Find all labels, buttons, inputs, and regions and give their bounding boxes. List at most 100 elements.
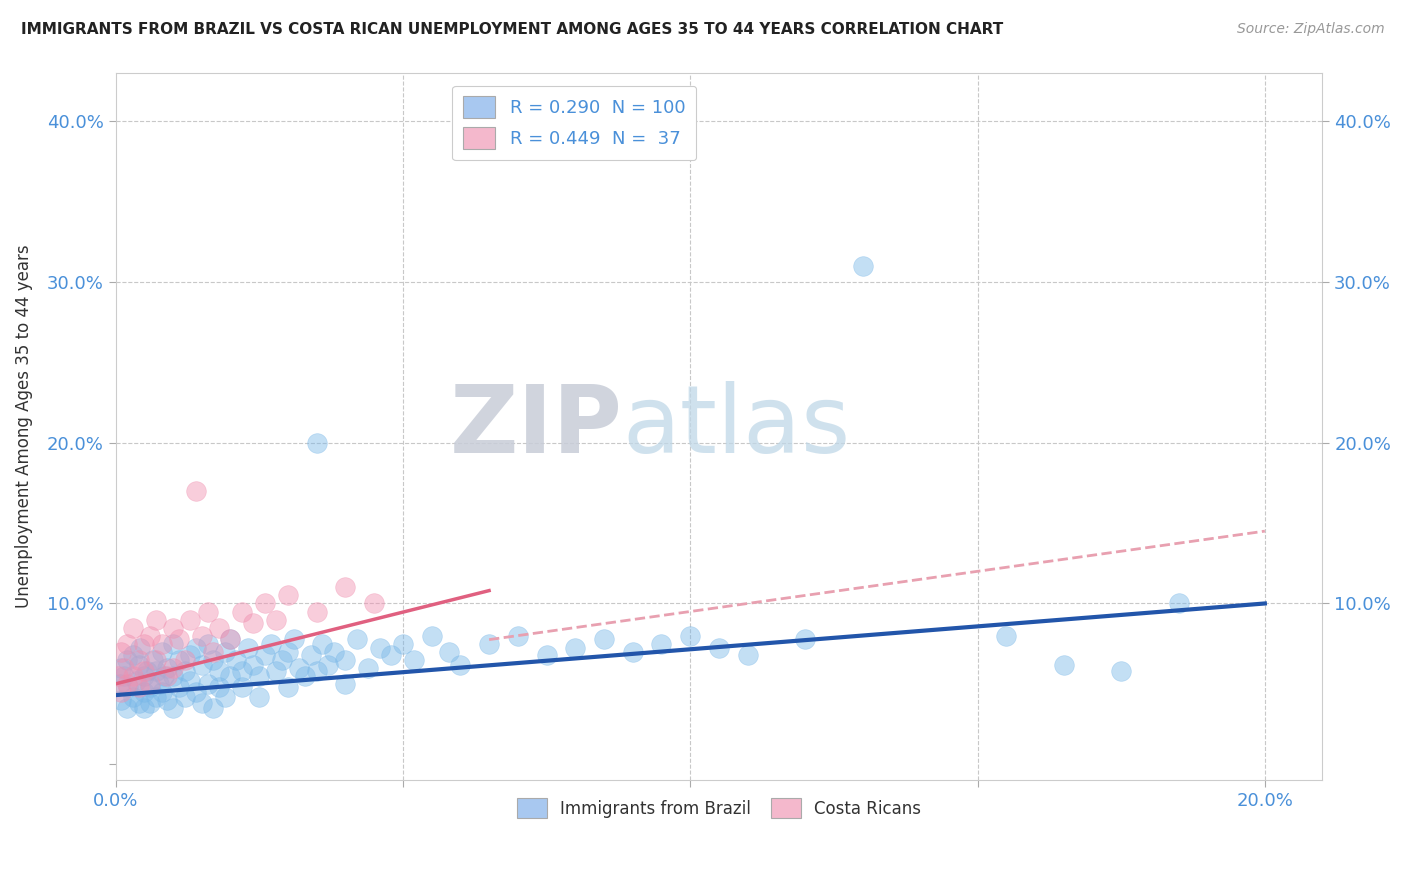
Point <box>145 664 167 678</box>
Point <box>139 677 162 691</box>
Point <box>392 637 415 651</box>
Point <box>420 629 443 643</box>
Point <box>107 669 129 683</box>
Point <box>277 645 299 659</box>
Point <box>506 629 529 643</box>
Point <box>142 653 165 667</box>
Point <box>247 690 270 704</box>
Point <box>156 661 179 675</box>
Text: atlas: atlas <box>623 381 851 473</box>
Point <box>145 690 167 704</box>
Point <box>117 680 139 694</box>
Point <box>121 669 143 683</box>
Point <box>253 597 276 611</box>
Point <box>219 632 242 646</box>
Point <box>134 701 156 715</box>
Point <box>316 657 339 672</box>
Point <box>167 680 190 694</box>
Point <box>128 641 150 656</box>
Point <box>121 648 143 662</box>
Point <box>253 648 276 662</box>
Point <box>564 641 586 656</box>
Point <box>191 629 214 643</box>
Point <box>179 648 201 662</box>
Point <box>380 648 402 662</box>
Point <box>283 632 305 646</box>
Point <box>112 661 135 675</box>
Point <box>134 685 156 699</box>
Text: ZIP: ZIP <box>450 381 623 473</box>
Point <box>145 613 167 627</box>
Point <box>202 701 225 715</box>
Point <box>202 653 225 667</box>
Point <box>112 669 135 683</box>
Point <box>115 653 138 667</box>
Point <box>197 677 219 691</box>
Point <box>148 677 170 691</box>
Point <box>335 677 357 691</box>
Point <box>150 637 173 651</box>
Point <box>115 677 138 691</box>
Point <box>449 657 471 672</box>
Point <box>323 645 346 659</box>
Point <box>156 693 179 707</box>
Point <box>1167 597 1189 611</box>
Point <box>184 685 207 699</box>
Point <box>208 621 231 635</box>
Point <box>197 637 219 651</box>
Point <box>197 605 219 619</box>
Point <box>225 653 247 667</box>
Point <box>266 613 288 627</box>
Point <box>536 648 558 662</box>
Point <box>162 637 184 651</box>
Point <box>214 690 236 704</box>
Point <box>299 648 322 662</box>
Point <box>266 664 288 678</box>
Point <box>150 685 173 699</box>
Point <box>242 657 264 672</box>
Point <box>184 483 207 498</box>
Point <box>139 680 162 694</box>
Point <box>167 632 190 646</box>
Point <box>208 680 231 694</box>
Point <box>621 645 644 659</box>
Text: Source: ZipAtlas.com: Source: ZipAtlas.com <box>1237 22 1385 37</box>
Point <box>794 632 817 646</box>
Point <box>128 696 150 710</box>
Point <box>478 637 501 651</box>
Point <box>231 664 253 678</box>
Point <box>173 653 195 667</box>
Point <box>363 597 385 611</box>
Point <box>191 657 214 672</box>
Point <box>236 641 259 656</box>
Point <box>305 435 328 450</box>
Point <box>128 680 150 694</box>
Point <box>162 701 184 715</box>
Point <box>247 669 270 683</box>
Point <box>162 669 184 683</box>
Point <box>288 661 311 675</box>
Point <box>173 664 195 678</box>
Point <box>208 664 231 678</box>
Point <box>108 677 131 691</box>
Point <box>995 629 1018 643</box>
Point <box>231 680 253 694</box>
Legend: Immigrants from Brazil, Costa Ricans: Immigrants from Brazil, Costa Ricans <box>510 791 928 825</box>
Point <box>125 673 148 688</box>
Point <box>852 259 875 273</box>
Point <box>368 641 391 656</box>
Point <box>305 605 328 619</box>
Point <box>219 669 242 683</box>
Point <box>214 645 236 659</box>
Point <box>305 664 328 678</box>
Point <box>277 680 299 694</box>
Point <box>593 632 616 646</box>
Point <box>134 669 156 683</box>
Point <box>260 637 283 651</box>
Point <box>707 641 730 656</box>
Point <box>311 637 333 651</box>
Point <box>162 621 184 635</box>
Point <box>650 637 672 651</box>
Point <box>335 581 357 595</box>
Point <box>679 629 702 643</box>
